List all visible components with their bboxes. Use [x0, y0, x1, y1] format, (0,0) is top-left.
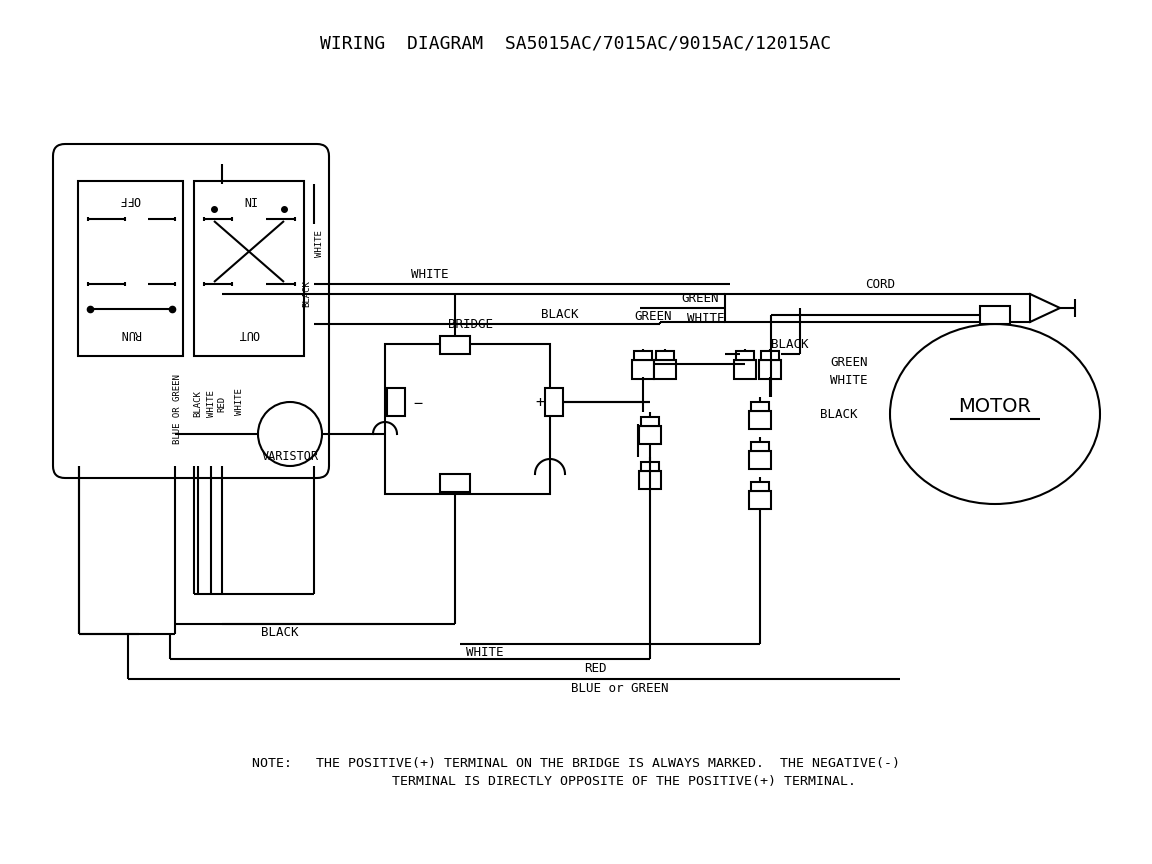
Bar — [639, 472, 661, 489]
Bar — [639, 427, 661, 444]
Text: OUT: OUT — [238, 327, 259, 340]
Bar — [632, 359, 654, 379]
Text: GREEN: GREEN — [681, 293, 719, 306]
Text: OFF: OFF — [120, 193, 141, 206]
Bar — [736, 351, 755, 359]
Bar — [749, 492, 771, 509]
Bar — [634, 351, 652, 359]
Text: BLACK: BLACK — [541, 308, 578, 321]
Text: −: − — [414, 397, 423, 411]
Text: BLACK: BLACK — [303, 281, 311, 308]
Text: TERMINAL IS DIRECTLY OPPOSITE OF THE POSITIVE(+) TERMINAL.: TERMINAL IS DIRECTLY OPPOSITE OF THE POS… — [296, 776, 856, 789]
Text: BRIDGE: BRIDGE — [448, 317, 493, 331]
Text: RUN: RUN — [120, 327, 141, 340]
Bar — [545, 388, 563, 416]
Bar — [440, 336, 470, 354]
Text: BLACK: BLACK — [820, 408, 857, 421]
Bar — [749, 411, 771, 429]
Bar — [725, 294, 1030, 322]
Text: WHITE: WHITE — [235, 389, 244, 416]
Text: RED: RED — [584, 663, 606, 676]
Bar — [980, 306, 1010, 324]
Circle shape — [258, 402, 323, 466]
Text: BLUE OR GREEN: BLUE OR GREEN — [174, 374, 182, 444]
Bar — [751, 442, 770, 451]
Bar — [759, 359, 781, 379]
Bar — [641, 462, 659, 472]
Text: +: + — [536, 395, 545, 410]
Bar — [385, 344, 550, 494]
Text: NOTE:   THE POSITIVE(+) TERMINAL ON THE BRIDGE IS ALWAYS MARKED.  THE NEGATIVE(-: NOTE: THE POSITIVE(+) TERMINAL ON THE BR… — [252, 758, 900, 771]
Ellipse shape — [890, 324, 1100, 504]
Text: RED: RED — [218, 396, 227, 412]
Text: WHITE: WHITE — [688, 312, 725, 325]
Bar — [641, 417, 659, 427]
Bar — [654, 359, 676, 379]
Text: MOTOR: MOTOR — [958, 397, 1031, 416]
Text: GREEN: GREEN — [635, 309, 672, 322]
Bar — [194, 181, 304, 356]
Text: WHITE: WHITE — [467, 645, 503, 658]
FancyBboxPatch shape — [53, 144, 329, 478]
Bar — [751, 482, 770, 492]
Bar — [749, 451, 771, 469]
Text: GREEN: GREEN — [829, 355, 867, 369]
Text: WHITE: WHITE — [411, 268, 449, 281]
Text: BLACK: BLACK — [771, 338, 809, 351]
Text: BLACK: BLACK — [194, 391, 203, 417]
Text: CORD: CORD — [865, 277, 895, 290]
Bar — [761, 351, 779, 359]
Text: BLACK: BLACK — [262, 626, 298, 639]
Text: WIRING  DIAGRAM  SA5015AC/7015AC/9015AC/12015AC: WIRING DIAGRAM SA5015AC/7015AC/9015AC/12… — [320, 35, 832, 53]
Bar — [78, 181, 183, 356]
Text: IN: IN — [242, 193, 256, 206]
Text: WHITE: WHITE — [316, 231, 325, 257]
Bar — [751, 403, 770, 411]
Text: BLUE or GREEN: BLUE or GREEN — [571, 683, 669, 696]
Text: WHITE: WHITE — [206, 391, 215, 417]
Text: WHITE: WHITE — [829, 373, 867, 386]
Bar — [440, 474, 470, 492]
Bar — [734, 359, 756, 379]
Text: VARISTOR: VARISTOR — [262, 449, 318, 462]
Bar — [387, 388, 406, 416]
Bar — [655, 351, 674, 359]
